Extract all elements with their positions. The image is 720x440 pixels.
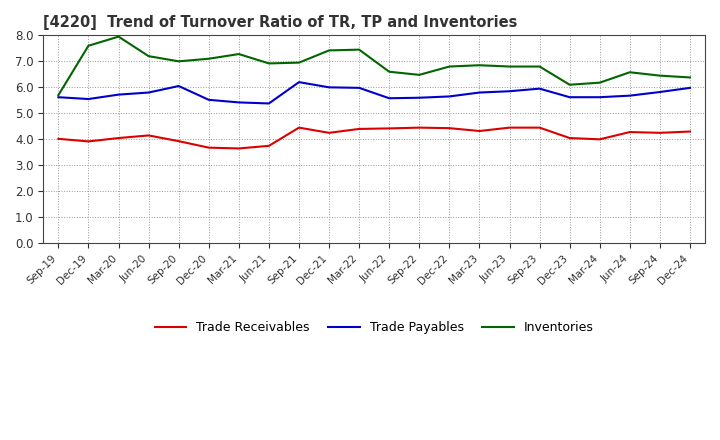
Trade Payables <box>294 80 303 85</box>
Trade Receivables <box>626 129 634 135</box>
Trade Receivables <box>204 145 213 150</box>
Line: Trade Payables: Trade Payables <box>58 82 690 103</box>
Legend: Trade Receivables, Trade Payables, Inventories: Trade Receivables, Trade Payables, Inven… <box>150 316 598 339</box>
Inventories <box>294 60 303 65</box>
Trade Payables <box>656 89 665 95</box>
Inventories <box>235 51 243 57</box>
Text: [4220]  Trend of Turnover Ratio of TR, TP and Inventories: [4220] Trend of Turnover Ratio of TR, TP… <box>43 15 518 30</box>
Inventories <box>144 54 153 59</box>
Trade Receivables <box>415 125 423 130</box>
Trade Receivables <box>535 125 544 130</box>
Trade Receivables <box>656 130 665 136</box>
Trade Receivables <box>84 139 93 144</box>
Inventories <box>264 61 273 66</box>
Trade Payables <box>325 84 333 90</box>
Inventories <box>685 75 694 80</box>
Trade Receivables <box>505 125 514 130</box>
Inventories <box>114 34 123 39</box>
Trade Receivables <box>174 139 183 144</box>
Trade Payables <box>84 96 93 102</box>
Trade Payables <box>355 85 364 91</box>
Trade Receivables <box>355 126 364 132</box>
Trade Payables <box>54 95 63 100</box>
Trade Payables <box>445 94 454 99</box>
Trade Payables <box>565 95 574 100</box>
Trade Payables <box>475 90 484 95</box>
Trade Receivables <box>385 126 394 131</box>
Line: Inventories: Inventories <box>58 37 690 95</box>
Inventories <box>595 80 604 85</box>
Inventories <box>475 62 484 68</box>
Trade Payables <box>626 93 634 98</box>
Trade Receivables <box>235 146 243 151</box>
Inventories <box>656 73 665 78</box>
Inventories <box>355 47 364 52</box>
Trade Receivables <box>565 136 574 141</box>
Trade Payables <box>235 100 243 105</box>
Inventories <box>174 59 183 64</box>
Trade Payables <box>505 88 514 94</box>
Inventories <box>415 72 423 77</box>
Trade Payables <box>595 95 604 100</box>
Trade Receivables <box>325 130 333 136</box>
Trade Receivables <box>294 125 303 130</box>
Inventories <box>565 82 574 88</box>
Inventories <box>84 43 93 48</box>
Trade Payables <box>385 95 394 101</box>
Inventories <box>535 64 544 69</box>
Trade Receivables <box>264 143 273 148</box>
Trade Payables <box>264 101 273 106</box>
Trade Payables <box>144 90 153 95</box>
Inventories <box>445 64 454 69</box>
Trade Payables <box>204 97 213 103</box>
Trade Receivables <box>54 136 63 141</box>
Trade Receivables <box>685 129 694 134</box>
Inventories <box>204 56 213 61</box>
Trade Payables <box>415 95 423 100</box>
Inventories <box>626 70 634 75</box>
Trade Receivables <box>144 133 153 138</box>
Inventories <box>505 64 514 69</box>
Trade Receivables <box>445 125 454 131</box>
Inventories <box>54 92 63 98</box>
Trade Receivables <box>114 136 123 141</box>
Trade Receivables <box>475 128 484 134</box>
Inventories <box>385 69 394 74</box>
Trade Payables <box>535 86 544 91</box>
Inventories <box>325 48 333 53</box>
Trade Payables <box>114 92 123 97</box>
Trade Payables <box>685 85 694 91</box>
Line: Trade Receivables: Trade Receivables <box>58 128 690 148</box>
Trade Payables <box>174 84 183 89</box>
Trade Receivables <box>595 137 604 142</box>
